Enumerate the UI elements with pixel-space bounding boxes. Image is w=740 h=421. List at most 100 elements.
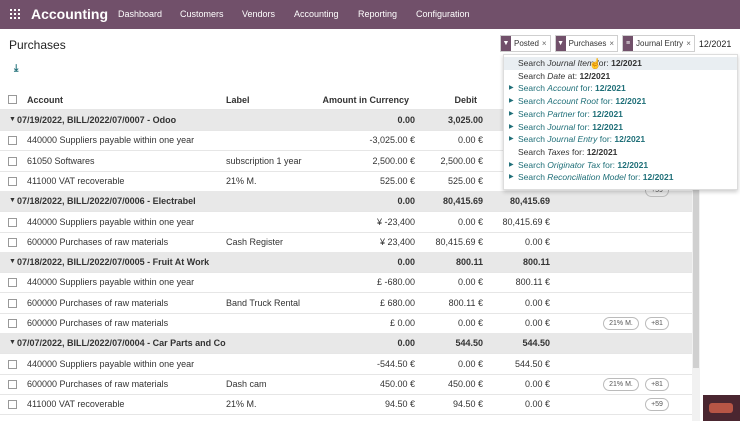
- suggestion-part: 12/2021: [592, 121, 623, 132]
- search-suggestion[interactable]: ▶ Search Partner for: 12/2021: [504, 108, 737, 121]
- suggestion-part: 12/2021: [617, 159, 649, 170]
- row-checkbox[interactable]: [8, 217, 17, 227]
- row-checkbox[interactable]: [8, 298, 17, 308]
- cell-credit: 800.11 €: [515, 277, 550, 288]
- row-checkbox[interactable]: [8, 176, 17, 186]
- search-suggestion[interactable]: Search Taxes for: 12/2021: [504, 146, 737, 159]
- group-row[interactable]: ▼ 07/07/2022, BILL/2022/07/0004 - Car Par…: [0, 333, 700, 355]
- search-suggestion[interactable]: ▶ Search Reconciliation Model for: 12/202…: [504, 171, 737, 184]
- chevron-down-icon[interactable]: ▼: [9, 197, 16, 205]
- group-row[interactable]: ▼ 07/18/2022, BILL/2022/07/0006 - Electra…: [0, 191, 700, 213]
- table-row[interactable]: 600000 Purchases of raw materials Band Tr…: [0, 293, 700, 314]
- close-icon[interactable]: ×: [541, 39, 547, 48]
- search-bar[interactable]: ▼ Posted × ▼ Purchases × ≡ Journal Entry…: [500, 35, 731, 52]
- tax-tag: +59: [645, 398, 669, 412]
- chevron-down-icon[interactable]: ▼: [9, 258, 16, 266]
- suggestion-part: 12/2021: [611, 58, 642, 68]
- search-suggestion[interactable]: ▶ Search Journal for: 12/2021: [504, 121, 737, 134]
- facet-label: Journal Entry: [636, 39, 684, 48]
- row-checkbox[interactable]: [8, 156, 17, 166]
- facet-label: Purchases: [568, 39, 607, 48]
- suggestion-part: for:: [575, 108, 593, 119]
- column-amount-currency[interactable]: Amount in Currency: [322, 95, 409, 105]
- suggestion-part: for:: [575, 121, 593, 132]
- expand-arrow-icon[interactable]: ▶: [509, 110, 514, 117]
- table-row[interactable]: 600000 Purchases of raw materials £ 0.00 0…: [0, 313, 700, 334]
- expand-arrow-icon[interactable]: ▶: [509, 85, 514, 92]
- app-name[interactable]: Accounting: [31, 6, 108, 22]
- group-title: 07/18/2022, BILL/2022/07/0006 - Electrab…: [17, 196, 196, 207]
- cell-credit: 0.00 €: [524, 297, 550, 308]
- suggestion-part: Taxes: [547, 146, 570, 157]
- row-checkbox[interactable]: [8, 379, 17, 389]
- expand-arrow-icon[interactable]: ▶: [509, 174, 514, 181]
- facet-posted[interactable]: ▼ Posted ×: [500, 35, 551, 52]
- close-icon[interactable]: ×: [686, 39, 691, 48]
- chevron-down-icon[interactable]: ▼: [9, 116, 16, 123]
- search-suggestion[interactable]: ▶ Search Journal Entry for: 12/2021: [504, 133, 737, 146]
- cell-account: 600000 Purchases of raw materials: [27, 297, 169, 308]
- cell-debit: 0.00 €: [457, 318, 483, 328]
- search-suggestion[interactable]: Search Journal Item for: 12/2021: [504, 57, 737, 70]
- row-checkbox[interactable]: [8, 319, 17, 328]
- suggestion-part: Account: [547, 83, 579, 94]
- search-suggestion[interactable]: Search Date at: 12/2021: [504, 70, 737, 83]
- table-row[interactable]: 440000 Suppliers payable within one year…: [0, 130, 700, 152]
- suggestion-part: Journal Item: [547, 58, 595, 68]
- select-all-checkbox[interactable]: [8, 95, 17, 104]
- cell-amount-currency: £ -680.00: [376, 277, 415, 288]
- table-header: Account Label Amount in Currency Debit: [0, 89, 700, 110]
- cell-credit: 544.50: [522, 338, 550, 349]
- cell-debit: 0.00 €: [457, 216, 483, 227]
- group-row[interactable]: ▼ 07/18/2022, BILL/2022/07/0005 - Fruit A…: [0, 252, 700, 274]
- facet-purchases[interactable]: ▼ Purchases ×: [554, 35, 619, 52]
- table-row[interactable]: 440000 Suppliers payable within one year…: [0, 212, 700, 233]
- expand-arrow-icon[interactable]: ▶: [509, 136, 514, 143]
- menu-configuration[interactable]: Configuration: [416, 9, 470, 19]
- cell-amount-currency: -3,025.00 €: [369, 135, 415, 146]
- mouse-cursor-icon: ☝: [589, 59, 602, 70]
- suggestion-text: Search Reconciliation Model for: 12/2021: [518, 172, 673, 182]
- table-row[interactable]: 600000 Purchases of raw materials Cash Re…: [0, 232, 700, 253]
- suggestion-part: Search: [518, 134, 548, 145]
- column-label[interactable]: Label: [226, 95, 250, 105]
- suggestion-part: Search: [518, 159, 548, 170]
- cell-credit: 0.00 €: [524, 236, 550, 247]
- row-checkbox[interactable]: [8, 400, 17, 410]
- expand-arrow-icon[interactable]: ▶: [509, 123, 514, 130]
- menu-customers[interactable]: Customers: [180, 9, 224, 19]
- close-icon[interactable]: ×: [609, 39, 615, 48]
- row-checkbox[interactable]: [8, 278, 17, 288]
- chevron-down-icon[interactable]: ▼: [9, 339, 16, 347]
- apps-menu-icon[interactable]: [10, 9, 20, 19]
- menu-vendors[interactable]: Vendors: [242, 9, 276, 19]
- table-row[interactable]: 440000 Suppliers payable within one year…: [0, 272, 700, 294]
- table-row[interactable]: 600000 Purchases of raw materials Dash ca…: [0, 374, 700, 395]
- expand-arrow-icon[interactable]: ▶: [509, 98, 514, 105]
- facet-journal-entry[interactable]: ≡ Journal Entry ×: [622, 35, 695, 52]
- row-checkbox[interactable]: [8, 136, 17, 146]
- table-row[interactable]: 411000 VAT recoverable 21% M. 94.50 € 94.50…: [0, 394, 700, 416]
- cell-account: 600000 Purchases of raw materials: [27, 236, 169, 247]
- search-suggestion[interactable]: ▶ Search Originator Tax for: 12/2021: [504, 159, 737, 172]
- download-icon[interactable]: ⤓: [14, 63, 19, 74]
- menu-reporting[interactable]: Reporting: [358, 9, 398, 19]
- column-debit[interactable]: Debit: [454, 95, 478, 105]
- suggestion-part: for:: [598, 96, 616, 107]
- search-suggestion[interactable]: ▶ Search Account for: 12/2021: [504, 82, 737, 95]
- suggestion-text: Search Account for: 12/2021: [518, 83, 626, 93]
- row-checkbox[interactable]: [8, 359, 17, 369]
- expand-arrow-icon[interactable]: ▶: [509, 161, 514, 168]
- cell-debit: 80,415.69 €: [435, 236, 483, 247]
- cell-debit: 800.11 €: [448, 297, 483, 308]
- menu-dashboard[interactable]: Dashboard: [118, 9, 163, 19]
- search-input[interactable]: 12/2021: [698, 38, 732, 49]
- menu-accounting[interactable]: Accounting: [294, 9, 339, 19]
- suggestion-part: Search: [518, 172, 548, 183]
- table-row[interactable]: 61050 Softwares subscription 1 year 2,500.…: [0, 151, 700, 172]
- table-row[interactable]: 440000 Suppliers payable within one year…: [0, 354, 700, 375]
- column-account[interactable]: Account: [27, 95, 63, 105]
- scrollbar-thumb[interactable]: [693, 88, 699, 368]
- row-checkbox[interactable]: [8, 237, 17, 247]
- search-suggestion[interactable]: ▶ Search Account Root for: 12/2021: [504, 95, 737, 108]
